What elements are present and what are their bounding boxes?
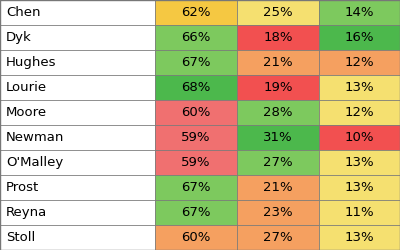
Text: 12%: 12% [345, 56, 374, 69]
Text: 13%: 13% [345, 231, 374, 244]
Text: Prost: Prost [6, 181, 39, 194]
Text: 60%: 60% [181, 231, 211, 244]
Text: 11%: 11% [345, 206, 374, 219]
Text: 18%: 18% [263, 31, 293, 44]
Bar [155, 125, 237, 150]
Text: 21%: 21% [263, 56, 293, 69]
Text: 12%: 12% [345, 106, 374, 119]
Bar [155, 75, 237, 100]
Bar [155, 200, 237, 225]
Text: 62%: 62% [181, 6, 211, 19]
Bar [237, 150, 319, 175]
Bar [0, 225, 155, 250]
Text: 67%: 67% [181, 206, 211, 219]
Text: 14%: 14% [345, 6, 374, 19]
Bar [155, 225, 237, 250]
Bar [319, 200, 400, 225]
Text: Chen: Chen [6, 6, 40, 19]
Text: Hughes: Hughes [6, 56, 56, 69]
Text: 21%: 21% [263, 181, 293, 194]
Text: 13%: 13% [345, 181, 374, 194]
Text: 28%: 28% [263, 106, 293, 119]
Bar [319, 225, 400, 250]
Text: 68%: 68% [181, 81, 211, 94]
Bar [0, 0, 155, 25]
Bar [0, 25, 155, 50]
Text: Stoll: Stoll [6, 231, 35, 244]
Text: 59%: 59% [181, 131, 211, 144]
Bar [319, 100, 400, 125]
Bar [237, 100, 319, 125]
Bar [155, 50, 237, 75]
Bar [237, 0, 319, 25]
Text: 67%: 67% [181, 181, 211, 194]
Bar [237, 175, 319, 200]
Bar [0, 100, 155, 125]
Bar [319, 0, 400, 25]
Text: 67%: 67% [181, 56, 211, 69]
Bar [237, 50, 319, 75]
Bar [0, 125, 155, 150]
Text: Moore: Moore [6, 106, 47, 119]
Bar [237, 225, 319, 250]
Bar [319, 25, 400, 50]
Bar [319, 50, 400, 75]
Bar [237, 200, 319, 225]
Bar [237, 75, 319, 100]
Bar [0, 200, 155, 225]
Text: 27%: 27% [263, 231, 293, 244]
Text: 25%: 25% [263, 6, 293, 19]
Bar [155, 150, 237, 175]
Bar [319, 125, 400, 150]
Text: 16%: 16% [345, 31, 374, 44]
Text: 23%: 23% [263, 206, 293, 219]
Bar [0, 50, 155, 75]
Bar [319, 75, 400, 100]
Text: O'Malley: O'Malley [6, 156, 63, 169]
Text: 31%: 31% [263, 131, 293, 144]
Bar [319, 150, 400, 175]
Text: 10%: 10% [345, 131, 374, 144]
Bar [0, 175, 155, 200]
Text: 66%: 66% [181, 31, 211, 44]
Bar [155, 25, 237, 50]
Bar [237, 25, 319, 50]
Bar [0, 150, 155, 175]
Text: 59%: 59% [181, 156, 211, 169]
Bar [155, 0, 237, 25]
Bar [0, 75, 155, 100]
Bar [155, 100, 237, 125]
Text: Newman: Newman [6, 131, 64, 144]
Text: Lourie: Lourie [6, 81, 47, 94]
Bar [237, 125, 319, 150]
Text: 13%: 13% [345, 81, 374, 94]
Text: 19%: 19% [263, 81, 293, 94]
Text: Dyk: Dyk [6, 31, 32, 44]
Bar [155, 175, 237, 200]
Text: 27%: 27% [263, 156, 293, 169]
Text: 13%: 13% [345, 156, 374, 169]
Text: Reyna: Reyna [6, 206, 47, 219]
Text: 60%: 60% [181, 106, 211, 119]
Bar [319, 175, 400, 200]
